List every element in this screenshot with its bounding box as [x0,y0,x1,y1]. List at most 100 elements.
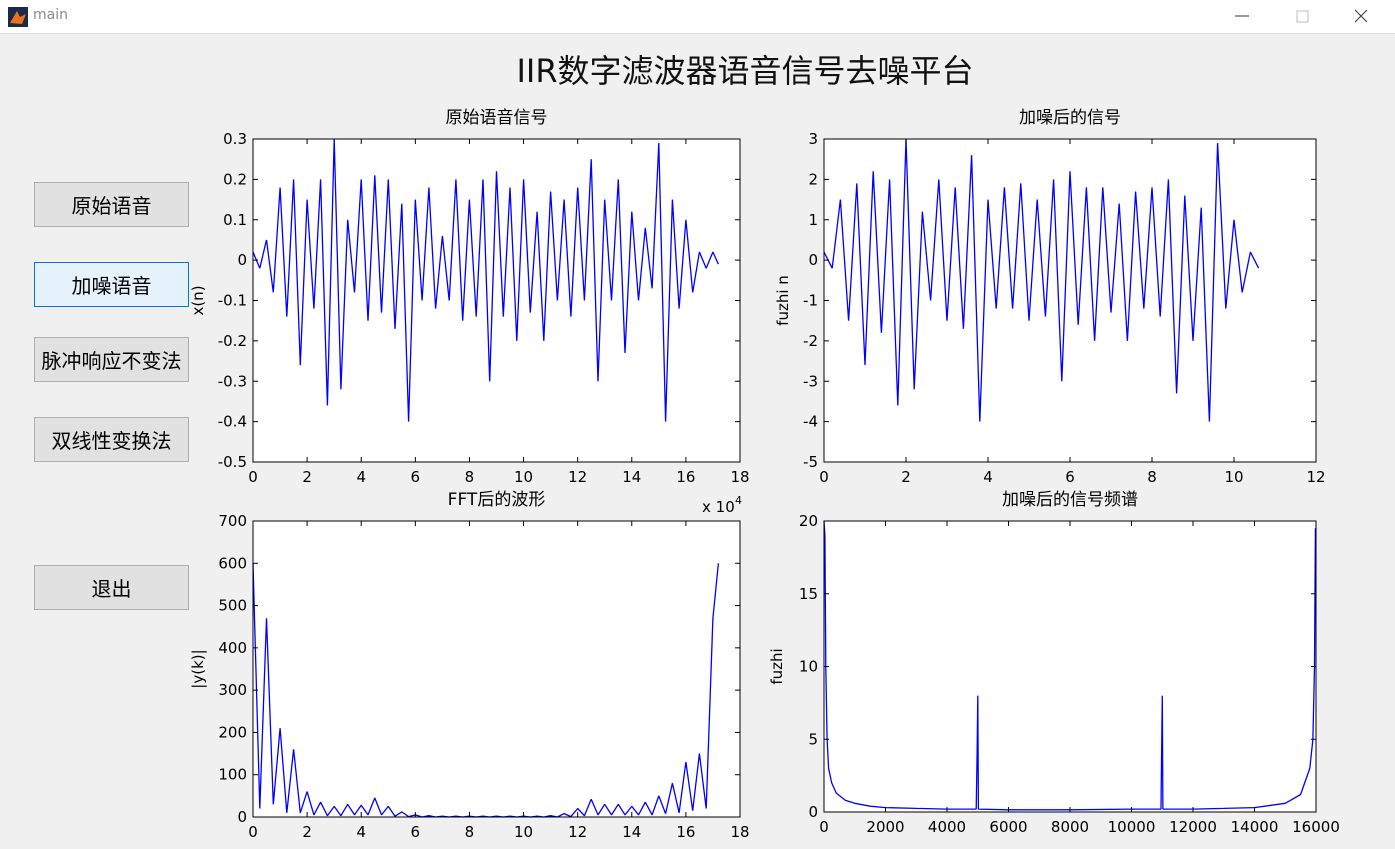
x-tick-label: 2 [302,468,312,486]
chart-title: FFT后的波形 [448,490,546,510]
y-tick-label: -0.5 [218,453,247,471]
x-tick-label: 14 [622,468,641,486]
x-tick-label: 10000 [1108,818,1156,836]
y-tick-label: 0 [808,251,818,269]
x-scale-exponent: 4 [735,494,742,507]
y-tick-label: 200 [218,723,247,741]
y-tick-label: 500 [218,597,247,615]
y-tick-label: 1 [808,211,818,229]
x-tick-label: 18 [730,468,749,486]
x-scale-label: x 10 [702,498,735,516]
y-tick-label: 20 [799,512,818,530]
y-tick-label: 5 [808,730,818,748]
x-tick-label: 2 [302,823,312,841]
button[interactable]: 退出 [34,565,189,610]
x-tick-label: 8 [465,468,475,486]
y-tick-label: -0.3 [218,372,247,390]
x-tick-label: 8000 [1051,818,1089,836]
x-tick-label: 6 [411,468,421,486]
y-tick-label: 3 [808,130,818,148]
x-tick-label: 12 [568,468,587,486]
axes-box [823,138,1317,463]
button[interactable]: 双线性变换法 [34,417,189,462]
axes-box [252,520,741,818]
x-tick-label: 0 [248,468,258,486]
y-tick-label: -0.4 [218,413,247,431]
x-tick-label: 0 [248,823,258,841]
y-tick-label: 10 [799,658,818,676]
button[interactable]: 原始语音 [34,182,189,227]
x-tick-label: 4000 [928,818,966,836]
chart-title: 加噪后的信号频谱 [1002,490,1138,510]
y-tick-label: 400 [218,639,247,657]
signal-line [823,520,1317,811]
x-tick-label: 8 [1147,468,1157,486]
x-tick-label: 12000 [1169,818,1217,836]
x-tick-label: 2 [901,468,911,486]
y-axis-label: x(n) [189,285,207,315]
x-tick-label: 16000 [1292,818,1340,836]
signal-line [252,138,719,422]
y-tick-label: -5 [803,453,818,471]
plot-area [253,139,740,462]
y-tick-label: 600 [218,554,247,572]
y-tick-label: 0 [808,803,818,821]
button[interactable]: 脉冲响应不变法 [34,337,189,382]
plot-area [824,521,1316,812]
y-axis-label: fuzhi n [774,275,792,326]
x-tick-label: 4 [356,468,366,486]
x-tick-label: 10 [514,468,533,486]
title-bar: main [0,0,1395,34]
x-tick-label: 6 [411,823,421,841]
x-tick-label: 16 [676,468,695,486]
x-tick-label: 10 [1224,468,1243,486]
y-tick-label: 2 [808,170,818,188]
app-icon [8,7,28,27]
x-tick-label: 14 [622,823,641,841]
plot-area [824,139,1316,462]
y-tick-label: 0.3 [223,130,247,148]
app-title: IIR数字滤波器语音信号去噪平台 [516,52,974,90]
x-tick-label: 6000 [989,818,1027,836]
chart-title: 加噪后的信号 [1019,108,1121,128]
window-title: main [33,7,68,23]
axes-box [823,520,1317,813]
y-tick-label: 0.1 [223,211,247,229]
plot-area [253,521,740,817]
close[interactable] [1354,9,1368,23]
x-tick-label: 12 [1306,468,1325,486]
x-tick-label: 14000 [1231,818,1279,836]
x-tick-label: 16 [676,823,695,841]
y-tick-label: -0.2 [218,332,247,350]
x-tick-label: 12 [568,823,587,841]
x-tick-label: 10 [514,823,533,841]
button[interactable]: 加噪语音 [34,262,189,307]
y-tick-label: 0 [237,251,247,269]
window-controls[interactable] [1225,0,1375,33]
signal-line [823,138,1260,422]
y-tick-label: 0 [237,808,247,826]
x-tick-label: 18 [730,823,749,841]
maximize[interactable] [1296,10,1309,23]
x-tick-label: 6 [1065,468,1075,486]
x-tick-label: 8 [465,823,475,841]
x-tick-label: 0 [819,468,829,486]
y-axis-label: |y(k)| [189,649,207,688]
y-tick-label: 100 [218,766,247,784]
axes-box [252,138,741,463]
y-tick-label: -0.1 [218,292,247,310]
chart-title: 原始语音信号 [446,108,548,128]
x-tick-label: 0 [819,818,829,836]
y-tick-label: 15 [799,585,818,603]
y-tick-label: -4 [803,413,818,431]
x-tick-label: 4 [356,823,366,841]
x-tick-label: 2000 [866,818,904,836]
y-tick-label: -3 [803,372,818,390]
y-tick-label: 0.2 [223,170,247,188]
x-tick-label: 4 [983,468,993,486]
y-axis-label: fuzhi [768,648,786,684]
y-tick-label: -1 [803,292,818,310]
y-tick-label: 300 [218,681,247,699]
